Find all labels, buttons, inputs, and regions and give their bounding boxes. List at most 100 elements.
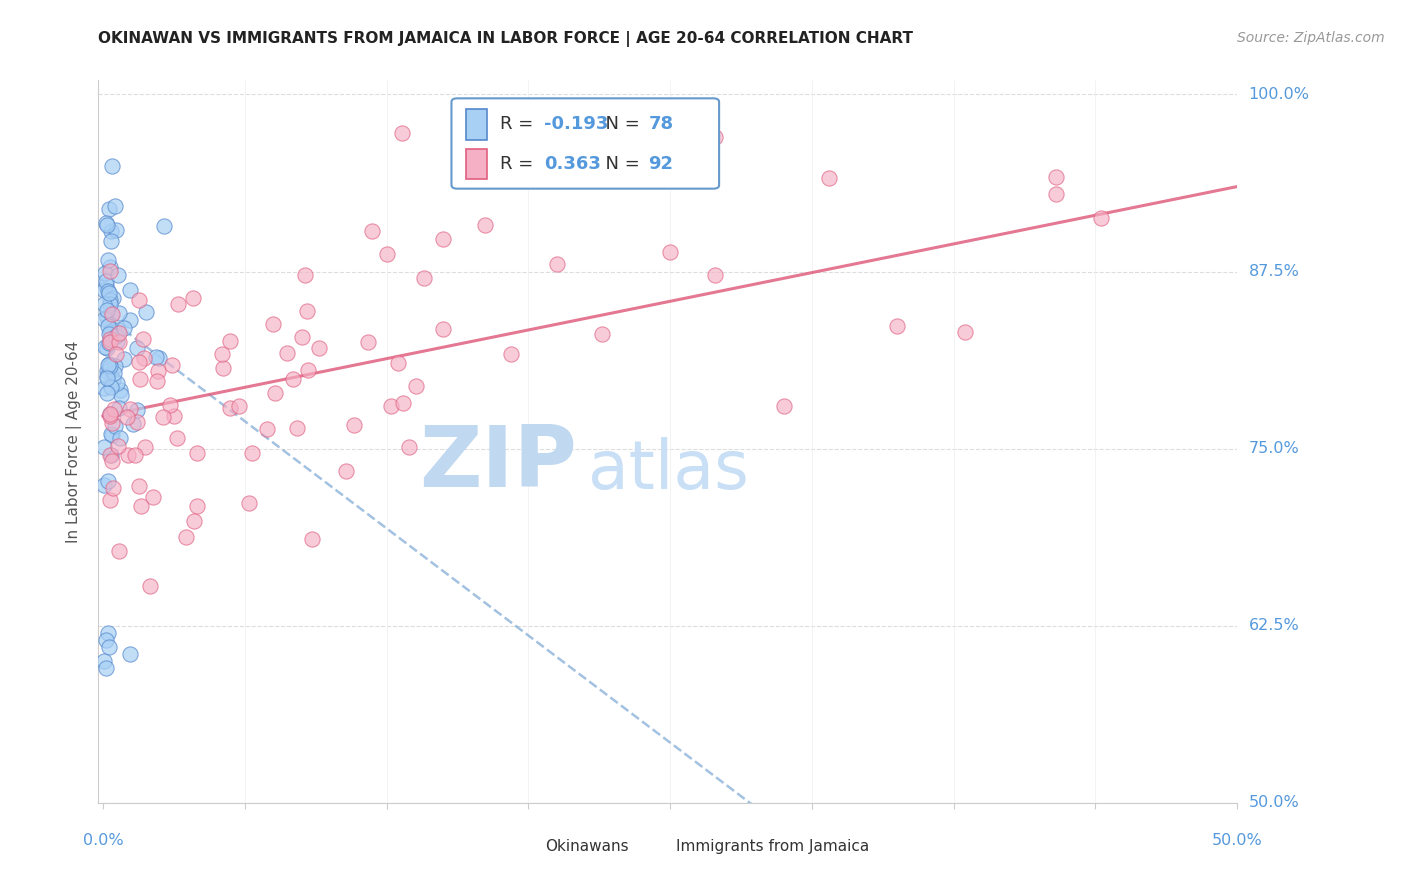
Point (297, 363, 319, 377)
Point (100, 448, 122, 462)
Text: R =: R = (501, 155, 540, 173)
Point (174, 530, 197, 544)
Text: Source: ZipAtlas.com: Source: ZipAtlas.com (1237, 31, 1385, 45)
Point (93, 440, 115, 454)
Point (375, 246, 398, 260)
Point (105, 328, 128, 343)
Point (93, 297, 115, 311)
Text: -0.193: -0.193 (544, 115, 607, 133)
Point (125, 341, 148, 355)
Point (100, 307, 122, 321)
Point (96, 371, 118, 385)
Point (97, 336, 120, 351)
Point (139, 579, 162, 593)
Point (117, 409, 139, 424)
Point (96, 303, 118, 318)
Point (308, 341, 330, 355)
Point (103, 366, 125, 380)
Point (152, 410, 174, 425)
Point (100, 427, 122, 442)
Point (98, 358, 121, 372)
Point (211, 346, 233, 360)
Point (108, 543, 131, 558)
Point (94, 275, 117, 289)
Point (96, 341, 118, 355)
Point (104, 419, 127, 434)
Point (98, 325, 121, 339)
Point (97, 319, 120, 334)
Point (953, 325, 976, 339)
Point (335, 465, 357, 479)
Point (93, 266, 115, 280)
Point (148, 364, 170, 378)
Point (107, 306, 129, 320)
FancyBboxPatch shape (515, 840, 538, 868)
Point (120, 402, 142, 417)
Point (186, 499, 208, 513)
Text: 92: 92 (648, 155, 673, 173)
Point (98, 407, 121, 421)
Point (104, 223, 127, 237)
FancyBboxPatch shape (451, 98, 718, 189)
Text: R =: R = (501, 115, 540, 133)
Point (98, 359, 121, 373)
Point (166, 297, 188, 311)
Point (380, 399, 402, 413)
Point (103, 401, 125, 416)
Point (128, 293, 150, 308)
Point (186, 446, 208, 460)
Point (101, 481, 124, 495)
Text: 0.363: 0.363 (544, 155, 600, 173)
FancyBboxPatch shape (467, 149, 486, 179)
Point (159, 398, 181, 412)
Point (107, 439, 129, 453)
Point (128, 479, 150, 493)
Point (886, 319, 908, 334)
Point (97, 253, 120, 268)
Point (135, 305, 157, 319)
Y-axis label: In Labor Force | Age 20-64: In Labor Force | Age 20-64 (66, 341, 83, 542)
Text: OKINAWAN VS IMMIGRANTS FROM JAMAICA IN LABOR FORCE | AGE 20-64 CORRELATION CHART: OKINAWAN VS IMMIGRANTS FROM JAMAICA IN L… (98, 31, 914, 47)
Point (276, 346, 298, 360)
Point (93, 381, 115, 395)
Point (112, 351, 135, 366)
Point (263, 385, 285, 400)
Point (94, 278, 117, 293)
Text: 75.0%: 75.0% (1249, 442, 1299, 456)
Point (772, 399, 794, 413)
Point (818, 170, 841, 185)
Point (391, 396, 413, 410)
Point (98, 326, 121, 341)
Point (101, 416, 124, 430)
Point (107, 323, 129, 337)
Point (704, 268, 727, 282)
Point (659, 244, 682, 259)
Point (94, 632, 117, 647)
Point (93, 283, 115, 297)
Point (105, 347, 128, 361)
Point (107, 335, 129, 350)
Point (120, 283, 142, 297)
Text: 78: 78 (648, 115, 673, 133)
Point (1090, 211, 1112, 226)
Point (238, 496, 260, 510)
Point (160, 359, 183, 373)
Point (97, 625, 120, 640)
Point (291, 330, 314, 344)
Point (145, 375, 167, 389)
Point (285, 421, 308, 435)
Point (94, 216, 117, 230)
FancyBboxPatch shape (467, 109, 486, 139)
Point (181, 292, 204, 306)
Point (281, 371, 304, 385)
Point (432, 322, 454, 336)
Point (105, 334, 128, 348)
Point (96, 385, 118, 400)
Point (100, 224, 122, 238)
Point (474, 218, 496, 232)
Point (228, 399, 250, 413)
Point (211, 360, 233, 375)
Point (412, 271, 434, 285)
Point (391, 126, 413, 140)
Point (132, 332, 155, 346)
